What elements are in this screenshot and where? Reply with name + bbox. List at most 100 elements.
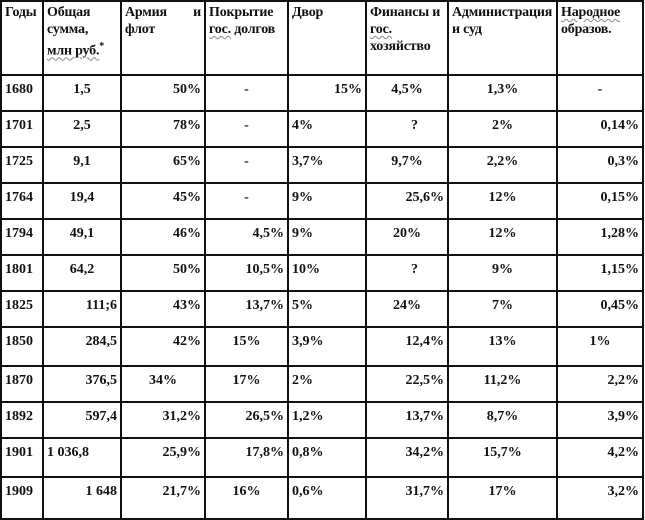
header-debt-line2b: долгов (230, 22, 276, 37)
cell-total: 1 036,8 (42, 437, 122, 478)
cell-admin: 12% (447, 218, 558, 256)
cell-education: 0,45% (556, 290, 644, 328)
header-admin-line1: Администрация (452, 5, 553, 20)
cell-admin: 9% (447, 254, 558, 292)
header-army: Армия и флот (120, 0, 206, 76)
header-finance-line2: гос. (370, 21, 444, 38)
cell-debt: 13,7% (204, 290, 289, 328)
cell-admin: 1,3% (447, 74, 558, 112)
cell-year: 1825 (0, 290, 44, 328)
table-row: 1909 1 648 21,7% 16% 0,6% 31,7% 17% 3,2% (0, 476, 644, 520)
cell-debt: 15% (204, 326, 289, 367)
cell-army: 42% (120, 326, 206, 367)
cell-education: 1% (556, 326, 644, 367)
cell-court: 3,9% (287, 326, 367, 367)
cell-debt: 16% (204, 476, 289, 520)
cell-court: 0,6% (287, 476, 367, 520)
cell-army: 31,2% (120, 401, 206, 439)
cell-court: 9% (287, 182, 367, 220)
cell-finance: 22,5% (365, 365, 449, 403)
cell-year: 1801 (0, 254, 44, 292)
header-debt: Покрытие гос. долгов (204, 0, 289, 76)
header-admin: Администрация и суд (447, 0, 558, 76)
table-row: 1892 597,4 31,2% 26,5% 1,2% 13,7% 8,7% 3… (0, 401, 644, 439)
header-army-word1: Армия (125, 5, 167, 20)
header-education-line2: образов. (561, 22, 612, 37)
table-row: 1701 2,5 78% - 4% ? 2% 0,14% (0, 110, 644, 148)
header-admin-line2: и суд (452, 22, 482, 37)
cell-finance: 34,2% (365, 437, 449, 478)
table-row: 1825 111;6 43% 13,7% 5% 24% 7% 0,45% (0, 290, 644, 328)
header-total-line1: Общая (47, 5, 91, 20)
cell-total: 64,2 (42, 254, 122, 292)
cell-debt: - (204, 110, 289, 148)
header-year-label: Годы (5, 5, 37, 20)
cell-debt: - (204, 182, 289, 220)
cell-year: 1764 (0, 182, 44, 220)
header-education-line1: Народное (561, 4, 639, 21)
table-row: 1764 19,4 45% - 9% 25,6% 12% 0,15% (0, 182, 644, 220)
cell-army: 50% (120, 254, 206, 292)
cell-finance: 4,5% (365, 74, 449, 112)
cell-education: 4,2% (556, 437, 644, 478)
cell-debt: 17,8% (204, 437, 289, 478)
cell-total: 19,4 (42, 182, 122, 220)
cell-education: 3,2% (556, 476, 644, 520)
cell-finance: 12,4% (365, 326, 449, 367)
cell-court: 9% (287, 218, 367, 256)
cell-year: 1725 (0, 146, 44, 184)
cell-finance: 13,7% (365, 401, 449, 439)
cell-admin: 2,2% (447, 146, 558, 184)
cell-total: 9,1 (42, 146, 122, 184)
cell-debt: - (204, 74, 289, 112)
cell-total: 1,5 (42, 74, 122, 112)
header-year: Годы (0, 0, 44, 76)
cell-year: 1901 (0, 437, 44, 478)
cell-court: 1,2% (287, 401, 367, 439)
cell-court: 15% (287, 74, 367, 112)
footnote-mark: * (99, 41, 105, 52)
cell-debt: 4,5% (204, 218, 289, 256)
cell-total: 111;6 (42, 290, 122, 328)
table-row: 1901 1 036,8 25,9% 17,8% 0,8% 34,2% 15,7… (0, 437, 644, 478)
cell-finance: ? (365, 110, 449, 148)
header-total: Общая сумма, млн руб.* (42, 0, 122, 76)
cell-court: 10% (287, 254, 367, 292)
table-row: 1680 1,5 50% - 15% 4,5% 1,3% - (0, 74, 644, 112)
cell-year: 1794 (0, 218, 44, 256)
cell-education: 0,15% (556, 182, 644, 220)
header-army-line1: Армия и (125, 4, 201, 21)
header-army-line2: флот (125, 22, 156, 37)
cell-finance: 25,6% (365, 182, 449, 220)
cell-army: 45% (120, 182, 206, 220)
cell-admin: 13% (447, 326, 558, 367)
header-education: Народное образов. (556, 0, 644, 76)
cell-education: 1,28% (556, 218, 644, 256)
header-row: Годы Общая сумма, млн руб.* Армия и флот … (0, 0, 644, 76)
cell-finance: ? (365, 254, 449, 292)
header-finance: Финансы и гос. хозяйство (365, 0, 449, 76)
cell-army: 25,9% (120, 437, 206, 478)
cell-year: 1850 (0, 326, 44, 367)
cell-year: 1909 (0, 476, 44, 520)
cell-admin: 15,7% (447, 437, 558, 478)
cell-admin: 7% (447, 290, 558, 328)
cell-year: 1892 (0, 401, 44, 439)
cell-total: 2,5 (42, 110, 122, 148)
cell-finance: 24% (365, 290, 449, 328)
cell-total: 49,1 (42, 218, 122, 256)
cell-finance: 20% (365, 218, 449, 256)
table-row: 1725 9,1 65% - 3,7% 9,7% 2,2% 0,3% (0, 146, 644, 184)
cell-admin: 8,7% (447, 401, 558, 439)
cell-army: 78% (120, 110, 206, 148)
cell-admin: 11,2% (447, 365, 558, 403)
header-finance-line1: Финансы и (370, 5, 441, 20)
cell-education: 0,14% (556, 110, 644, 148)
header-debt-line2a: гос. (209, 22, 231, 37)
cell-court: 2% (287, 365, 367, 403)
cell-admin: 17% (447, 476, 558, 520)
header-finance-line2-text: гос. (370, 22, 392, 37)
cell-education: 0,3% (556, 146, 644, 184)
cell-army: 34% (120, 365, 206, 403)
